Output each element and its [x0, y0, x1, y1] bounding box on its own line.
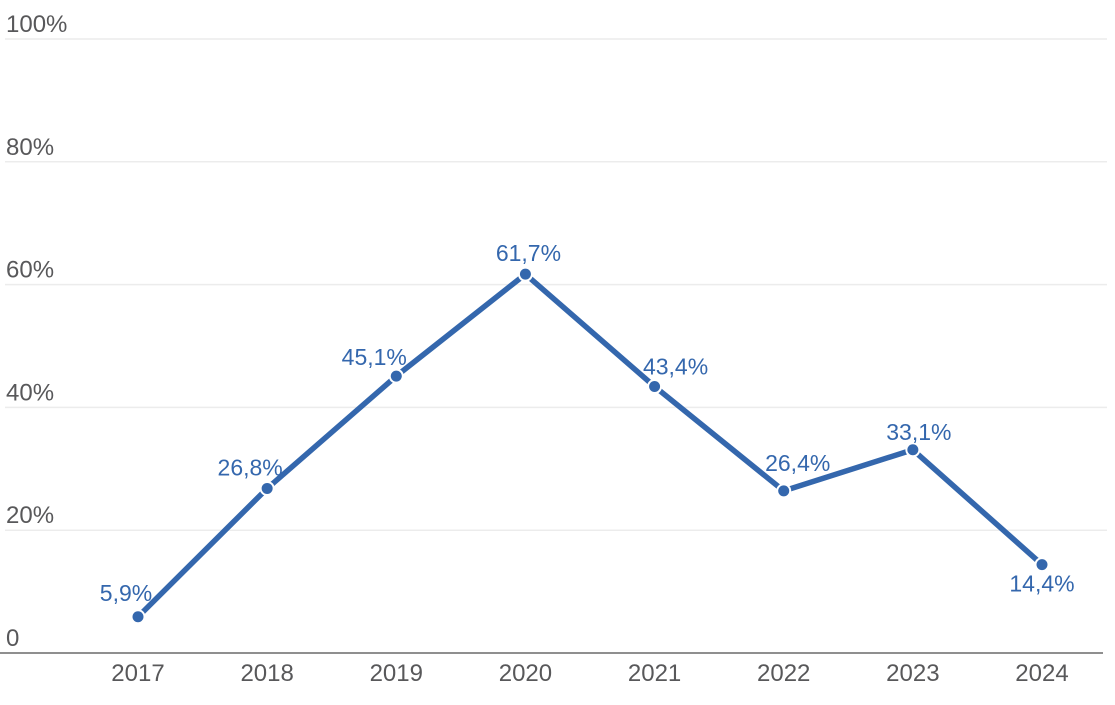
x-axis-tick-label: 2020 — [499, 660, 552, 687]
data-point[interactable] — [778, 485, 790, 497]
data-point[interactable] — [390, 370, 402, 382]
y-axis-tick-label: 0 — [6, 625, 19, 652]
series-line — [135, 271, 1045, 620]
y-axis-tick-label: 60% — [6, 257, 54, 284]
data-point-label: 26,8% — [218, 454, 283, 480]
y-axis-tick-label: 100% — [6, 11, 67, 38]
y-axis-tick-label: 40% — [6, 379, 54, 406]
data-point[interactable] — [132, 611, 144, 623]
data-point-label: 45,1% — [342, 344, 407, 370]
data-point-label: 33,1% — [886, 419, 951, 445]
data-point[interactable] — [907, 444, 919, 456]
y-axis-tick-label: 20% — [6, 502, 54, 529]
x-axis-tick-label: 2017 — [111, 660, 164, 687]
x-axis-tick-label: 2021 — [628, 660, 681, 687]
data-point[interactable] — [261, 482, 273, 494]
x-axis-tick-label: 2022 — [757, 660, 810, 687]
data-point-label: 26,4% — [765, 450, 830, 476]
data-point[interactable] — [519, 268, 531, 280]
y-axis-tick-label: 80% — [6, 134, 54, 161]
x-axis-tick-label: 2023 — [886, 660, 939, 687]
data-point[interactable] — [1036, 559, 1048, 571]
x-axis-tick-label: 2024 — [1015, 660, 1068, 687]
data-point-label: 61,7% — [496, 240, 561, 266]
x-axis-tick-label: 2019 — [370, 660, 423, 687]
x-axis-tick-label: 2018 — [240, 660, 293, 687]
data-point[interactable] — [649, 381, 661, 393]
data-point-label: 43,4% — [643, 354, 708, 380]
data-point-label: 5,9% — [100, 580, 152, 606]
data-point-label: 14,4% — [1009, 571, 1074, 597]
